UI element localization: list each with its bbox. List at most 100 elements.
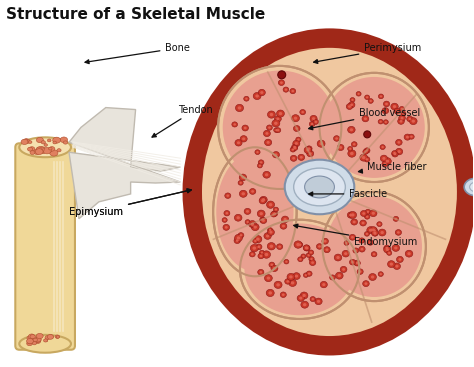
Ellipse shape xyxy=(260,161,263,164)
Ellipse shape xyxy=(317,300,320,303)
Ellipse shape xyxy=(360,211,367,217)
Ellipse shape xyxy=(365,158,368,160)
Ellipse shape xyxy=(308,254,310,256)
Ellipse shape xyxy=(337,274,341,277)
Ellipse shape xyxy=(380,121,382,123)
Ellipse shape xyxy=(385,121,387,123)
Ellipse shape xyxy=(385,247,388,249)
Ellipse shape xyxy=(256,237,260,241)
Ellipse shape xyxy=(258,253,264,259)
Ellipse shape xyxy=(36,137,44,143)
Ellipse shape xyxy=(398,150,401,153)
Ellipse shape xyxy=(45,339,48,342)
Ellipse shape xyxy=(278,71,286,79)
Ellipse shape xyxy=(225,226,228,229)
Ellipse shape xyxy=(303,245,310,251)
Ellipse shape xyxy=(261,199,264,202)
Ellipse shape xyxy=(273,152,280,158)
Ellipse shape xyxy=(391,103,398,110)
Ellipse shape xyxy=(308,272,310,275)
Ellipse shape xyxy=(302,294,306,297)
Ellipse shape xyxy=(285,160,354,214)
Ellipse shape xyxy=(57,149,61,152)
Ellipse shape xyxy=(254,225,257,229)
Ellipse shape xyxy=(19,137,71,157)
Ellipse shape xyxy=(216,152,293,272)
Ellipse shape xyxy=(267,111,275,118)
Ellipse shape xyxy=(36,146,44,152)
Ellipse shape xyxy=(48,335,53,339)
Ellipse shape xyxy=(365,214,370,219)
Ellipse shape xyxy=(394,246,398,250)
Ellipse shape xyxy=(304,147,311,153)
Ellipse shape xyxy=(464,178,474,196)
Ellipse shape xyxy=(284,259,289,264)
Ellipse shape xyxy=(395,218,397,220)
Ellipse shape xyxy=(297,138,300,141)
Ellipse shape xyxy=(350,152,354,155)
Ellipse shape xyxy=(364,117,367,120)
Ellipse shape xyxy=(309,152,312,155)
Ellipse shape xyxy=(255,244,262,250)
Ellipse shape xyxy=(293,146,296,148)
Ellipse shape xyxy=(359,246,365,252)
Ellipse shape xyxy=(258,160,264,165)
Ellipse shape xyxy=(306,149,310,152)
Ellipse shape xyxy=(260,255,262,257)
Ellipse shape xyxy=(276,117,280,120)
Ellipse shape xyxy=(315,298,322,305)
Ellipse shape xyxy=(363,149,368,154)
Ellipse shape xyxy=(48,147,52,150)
Ellipse shape xyxy=(348,102,355,108)
Ellipse shape xyxy=(278,80,284,86)
Ellipse shape xyxy=(251,222,254,226)
Ellipse shape xyxy=(250,244,258,252)
Ellipse shape xyxy=(360,154,367,161)
Ellipse shape xyxy=(291,281,294,284)
Ellipse shape xyxy=(270,113,273,116)
Ellipse shape xyxy=(268,291,272,295)
Ellipse shape xyxy=(372,228,377,233)
Text: Epimysium: Epimysium xyxy=(69,189,191,217)
Ellipse shape xyxy=(296,137,301,142)
Ellipse shape xyxy=(397,256,403,262)
Ellipse shape xyxy=(64,141,68,144)
Ellipse shape xyxy=(331,276,334,279)
Ellipse shape xyxy=(265,132,268,135)
Ellipse shape xyxy=(370,100,372,102)
Ellipse shape xyxy=(284,88,287,91)
Ellipse shape xyxy=(382,146,384,148)
Ellipse shape xyxy=(250,222,255,227)
Ellipse shape xyxy=(310,260,316,266)
Ellipse shape xyxy=(407,252,411,255)
Ellipse shape xyxy=(350,103,353,106)
Ellipse shape xyxy=(351,213,355,217)
Ellipse shape xyxy=(313,119,319,124)
Ellipse shape xyxy=(378,223,381,225)
Ellipse shape xyxy=(305,247,308,249)
Ellipse shape xyxy=(292,157,295,160)
Ellipse shape xyxy=(245,98,247,100)
Ellipse shape xyxy=(213,147,297,276)
Ellipse shape xyxy=(282,294,285,296)
Ellipse shape xyxy=(335,137,338,140)
Ellipse shape xyxy=(381,231,384,234)
Ellipse shape xyxy=(21,139,28,145)
Ellipse shape xyxy=(292,144,298,150)
Ellipse shape xyxy=(237,141,240,144)
Ellipse shape xyxy=(319,142,323,145)
Ellipse shape xyxy=(301,254,306,258)
Ellipse shape xyxy=(268,228,273,232)
Ellipse shape xyxy=(282,216,289,223)
Text: Muscle fiber: Muscle fiber xyxy=(358,162,427,173)
Ellipse shape xyxy=(365,95,370,99)
Ellipse shape xyxy=(301,111,304,113)
Ellipse shape xyxy=(272,213,275,215)
Ellipse shape xyxy=(237,216,240,219)
Ellipse shape xyxy=(380,95,382,97)
Ellipse shape xyxy=(349,259,356,265)
Ellipse shape xyxy=(359,270,362,273)
Ellipse shape xyxy=(260,196,267,203)
Ellipse shape xyxy=(48,149,51,152)
Ellipse shape xyxy=(262,198,265,201)
